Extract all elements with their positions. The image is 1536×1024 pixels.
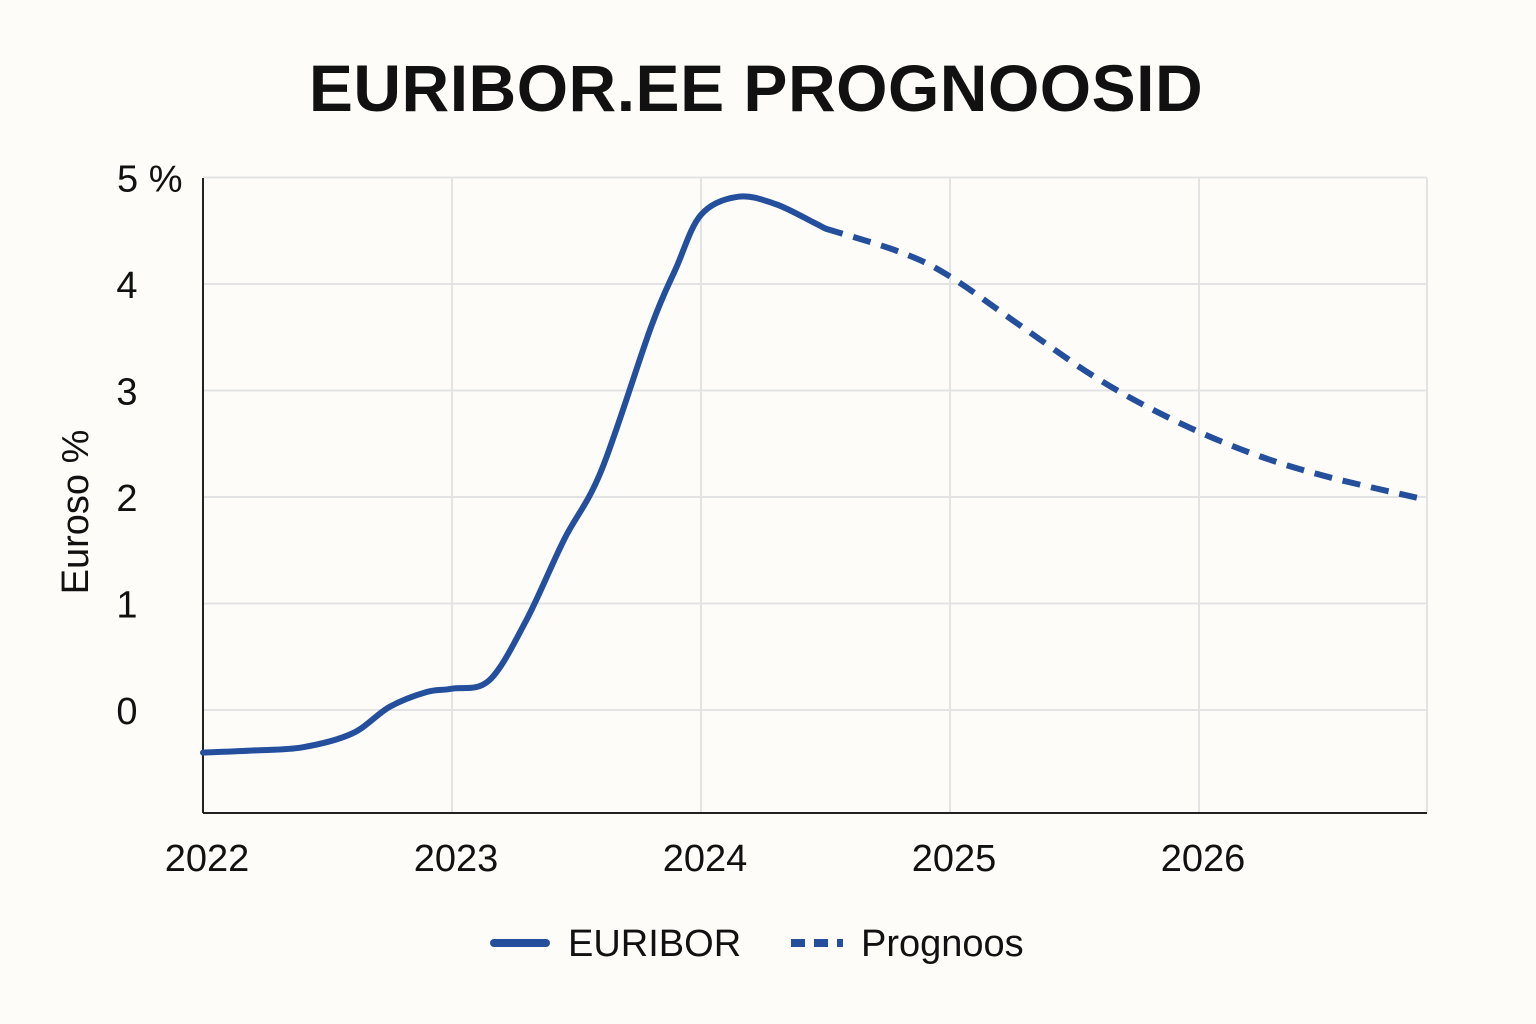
legend: EURIBOR Prognoos	[490, 923, 1024, 965]
series-line-euribor	[200, 193, 829, 756]
y-tick-label: 4	[116, 265, 137, 307]
x-tick-label: 2026	[1161, 838, 1246, 880]
y-tick-label: 3	[116, 372, 137, 414]
x-tick-label: 2024	[663, 838, 748, 880]
series-line-prognoos	[824, 225, 1424, 503]
y-tick-label: 0	[116, 691, 137, 733]
series-layer	[200, 193, 1424, 756]
x-tick-label: 2023	[414, 838, 499, 880]
x-tick-label: 2025	[912, 838, 997, 880]
y-tick-label: 1	[116, 585, 137, 627]
chart-title: EURIBOR.EE PROGNOOSID	[308, 51, 1204, 125]
y-axis-title: Euroso %	[55, 430, 97, 595]
grid-layer	[202, 176, 1428, 813]
legend-label: Prognoos	[861, 923, 1024, 965]
legend-item-prognoos: Prognoos	[791, 923, 1024, 965]
x-tick-label: 2022	[165, 838, 250, 880]
y-tick-label: 2	[116, 478, 137, 520]
y-tick-label: 5 %	[117, 159, 182, 201]
legend-item-euribor: EURIBOR	[490, 923, 741, 965]
axis-layer: 0 1 2 3 4 5 % 2022 2023 2024 2025 2026 Euroso %	[55, 159, 1427, 880]
legend-label: EURIBOR	[568, 923, 741, 965]
